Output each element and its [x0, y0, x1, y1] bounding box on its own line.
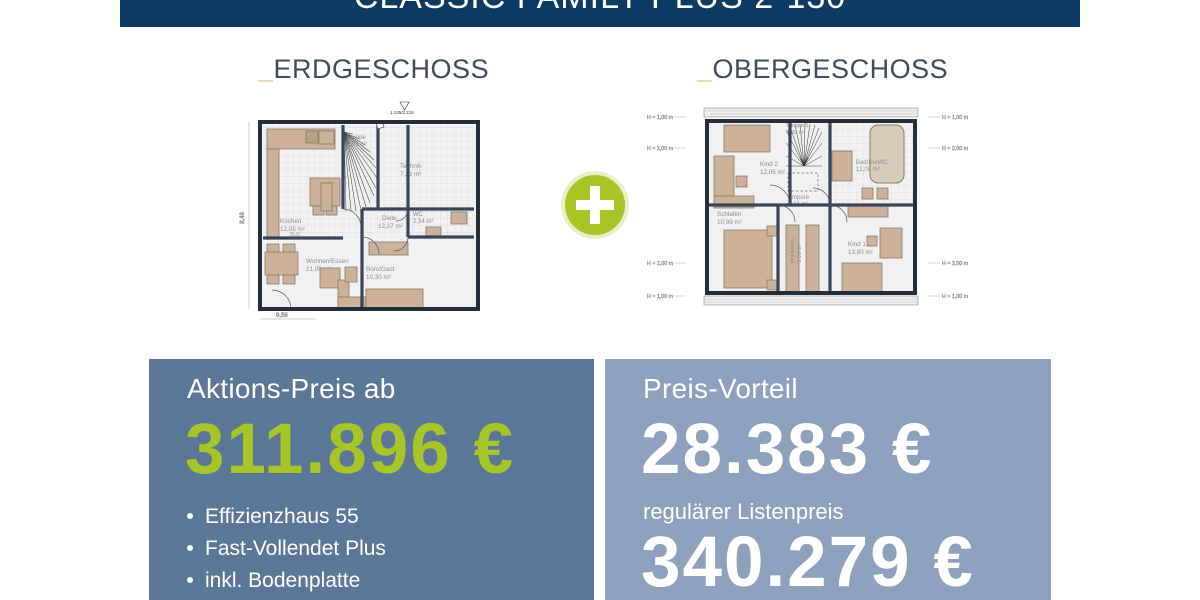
svg-text:Treppe: Treppe	[347, 135, 366, 141]
svg-text:H = 1,00 m: H = 1,00 m	[647, 294, 674, 300]
svg-text:H = 2,00 m: H = 2,00 m	[942, 261, 969, 267]
svg-text:BUZ: BUZ	[290, 232, 300, 238]
svg-text:10,30 m²: 10,30 m²	[366, 274, 391, 281]
svg-text:Wohnen/Essen: Wohnen/Essen	[306, 258, 349, 265]
svg-text:10,99 m²: 10,99 m²	[717, 219, 742, 226]
svg-text:1.135/2.215: 1.135/2.215	[390, 110, 414, 115]
svg-text:Kind 1: Kind 1	[848, 241, 866, 248]
svg-text:8,48: 8,48	[240, 212, 246, 224]
svg-text:H = 1,00 m: H = 1,00 m	[942, 294, 969, 300]
svg-text:WC: WC	[413, 212, 424, 218]
svg-text:Kind 2: Kind 2	[760, 161, 778, 168]
svg-text:H = 2,00 m: H = 2,00 m	[942, 146, 969, 152]
svg-text:H = 1,00 m: H = 1,00 m	[942, 115, 969, 121]
svg-text:9,33 m²: 9,33 m²	[797, 244, 803, 263]
svg-text:Kochen: Kochen	[280, 218, 302, 225]
svg-text:12,27 m²: 12,27 m²	[378, 223, 403, 230]
svg-text:12,05 m²: 12,05 m²	[760, 169, 785, 176]
svg-text:Schlafen: Schlafen	[717, 211, 742, 218]
svg-text:H = 1,00 m: H = 1,00 m	[647, 115, 674, 121]
svg-text:12,08 m²: 12,08 m²	[856, 167, 880, 173]
svg-text:Büro/Gast: Büro/Gast	[366, 266, 395, 273]
svg-text:H = 2,00 m: H = 2,00 m	[647, 146, 674, 152]
svg-text:1,93 m²: 1,93 m²	[347, 142, 367, 148]
svg-text:H = 2,00 m: H = 2,00 m	[647, 261, 674, 267]
svg-text:Ankleiden: Ankleiden	[790, 238, 796, 263]
svg-text:2,34 m²: 2,34 m²	[413, 219, 433, 225]
svg-text:Diele: Diele	[382, 215, 397, 222]
svg-text:Bad/Du/WC: Bad/Du/WC	[856, 160, 888, 166]
svg-text:13,80 m²: 13,80 m²	[848, 249, 873, 256]
svg-text:7,23 m²: 7,23 m²	[400, 171, 421, 178]
svg-text:9,58: 9,58	[276, 313, 288, 319]
svg-text:Technik: Technik	[400, 163, 422, 170]
